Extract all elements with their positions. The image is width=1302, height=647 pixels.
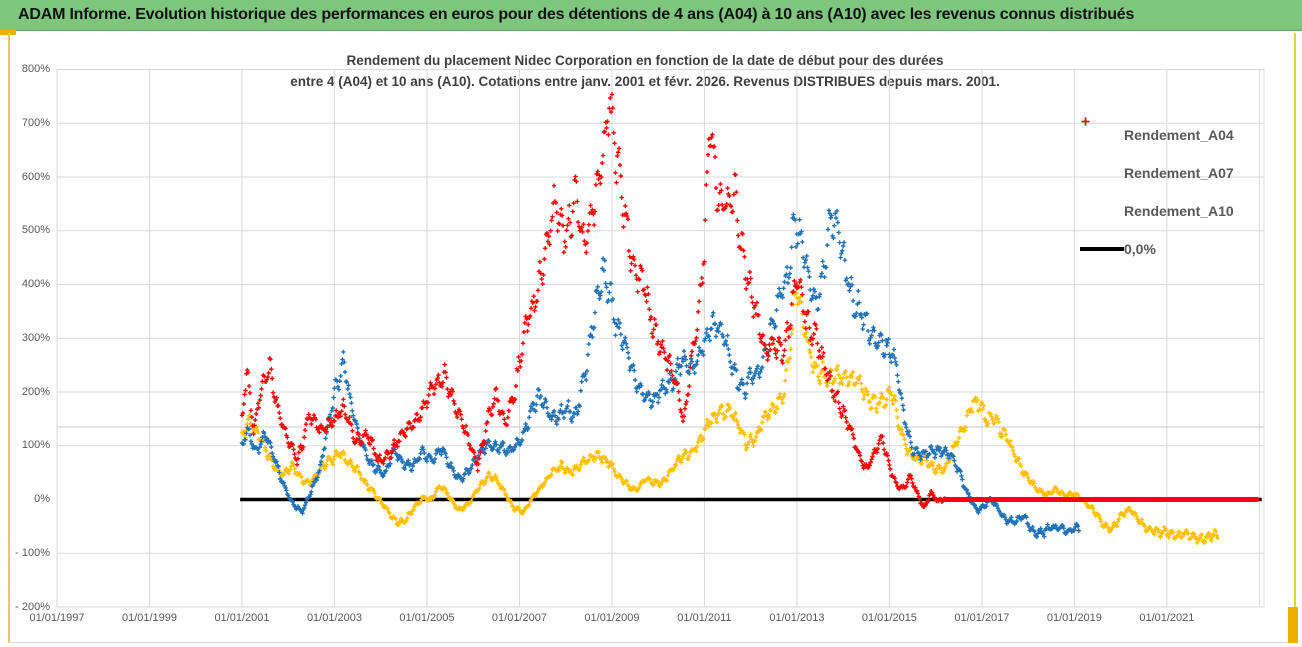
y-tick-label: - 200%	[15, 600, 50, 613]
series-Rendement_A07	[239, 208, 1081, 540]
legend-label: Rendement_A07	[1124, 165, 1234, 181]
plot-border	[56, 69, 1265, 608]
gold-accent-top-left	[0, 30, 16, 35]
x-tick-label: 01/01/2013	[769, 612, 825, 624]
y-tick-label: 200%	[21, 385, 50, 398]
y-tick-label: 100%	[21, 439, 50, 452]
x-tick-label: 01/01/2001	[214, 612, 270, 624]
legend-label: Rendement_A10	[1124, 203, 1234, 219]
gold-accent-bottom-right	[1288, 607, 1298, 643]
x-tick-label: 01/01/2015	[861, 612, 917, 624]
x-tick-label: 01/01/2017	[954, 612, 1010, 624]
y-tick-label: 400%	[21, 278, 50, 290]
x-tick-label: 01/01/1997	[29, 612, 85, 624]
y-tick-label: 0%	[34, 493, 50, 505]
legend-label: 0,0%	[1124, 241, 1156, 257]
legend-item-rendement-a04: Rendement_A04	[1080, 116, 1280, 154]
chart-title-line2: entre 4 (A04) et 10 ans (A10). Cotations…	[290, 74, 1000, 89]
header-bar: ADAM Informe. Evolution historique des p…	[0, 0, 1302, 31]
y-tick-label: 800%	[21, 63, 50, 75]
y-tick-label: 600%	[21, 170, 50, 183]
chart-title-block: Rendement du placement Nidec Corporation…	[160, 50, 1130, 92]
y-tick-label: - 100%	[15, 546, 50, 559]
x-tick-label: 01/01/2009	[584, 612, 640, 624]
header-title: ADAM Informe. Evolution historique des p…	[18, 6, 1135, 23]
x-tick-label: 01/01/1999	[121, 612, 178, 624]
x-tick-label: 01/01/2003	[306, 612, 362, 624]
x-tick-label: 01/01/2021	[1139, 612, 1195, 624]
legend-item-rendement-a07: Rendement_A07	[1080, 117, 1280, 192]
series-Rendement_A10	[239, 92, 947, 509]
x-tick-label: 01/01/2005	[399, 612, 455, 624]
legend-line-swatch	[1080, 247, 1124, 251]
chart-legend: Rendement_A04 Rendement_A07 Rendement_A10 0…	[1080, 116, 1280, 268]
x-tick-label: 01/01/2007	[491, 612, 547, 624]
y-tick-label: 300%	[21, 331, 50, 344]
x-tick-label: 01/01/2019	[1046, 612, 1102, 624]
legend-label: Rendement_A04	[1124, 127, 1234, 143]
y-tick-label: 500%	[21, 224, 50, 237]
y-tick-label: 700%	[21, 116, 50, 129]
chart-title-line1: Rendement du placement Nidec Corporation…	[346, 53, 944, 68]
series-Rendement_A04	[239, 290, 1220, 545]
x-tick-label: 01/01/2011	[677, 612, 732, 624]
legend-item-0-0-: 0,0%	[1080, 230, 1280, 268]
legend-item-rendement-a10: Rendement_A10	[1080, 117, 1280, 230]
